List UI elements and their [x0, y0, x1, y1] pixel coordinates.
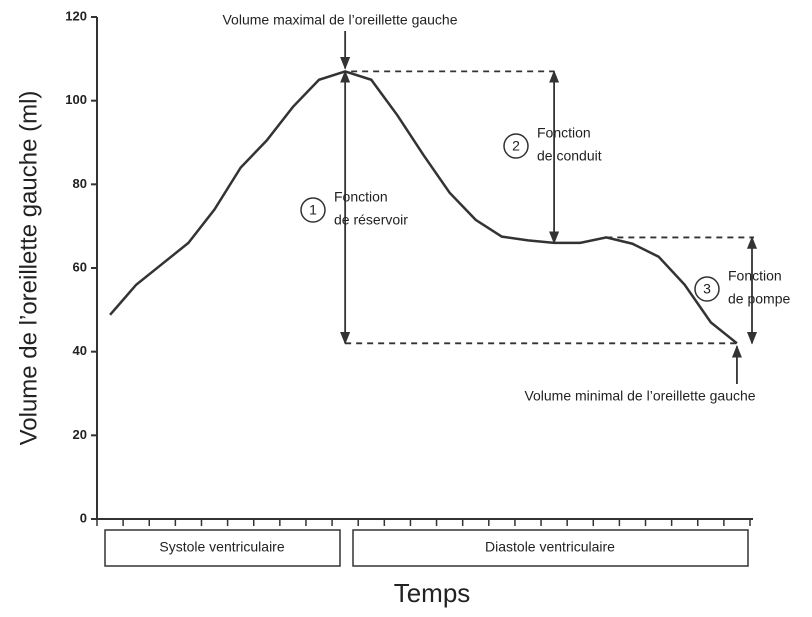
y-tick-label: 80: [73, 176, 87, 191]
phase-label: Systole ventriculaire: [159, 539, 284, 555]
function-badge: [694, 276, 720, 302]
function-label: de pompe: [728, 291, 790, 307]
function-badge: [300, 197, 326, 223]
phase-box: [352, 529, 749, 567]
function-label: Fonction: [334, 189, 388, 205]
y-tick-label: 0: [80, 510, 87, 525]
function-label: de réservoir: [334, 212, 408, 228]
phase-box: [104, 529, 341, 567]
function-label: de conduit: [537, 148, 602, 164]
function-badge: [503, 133, 529, 159]
y-tick-label: 40: [73, 343, 87, 358]
data-line: [109, 70, 738, 345]
y-axis-label: Volume de l’oreillette gauche (ml): [15, 91, 42, 446]
function-number: 2: [512, 138, 520, 154]
function-number: 3: [703, 281, 711, 297]
max-label: Volume maximal de l’oreillette gauche: [222, 12, 457, 28]
y-tick-label: 60: [73, 259, 87, 274]
function-label: Fonction: [537, 125, 591, 141]
min-label: Volume minimal de l’oreillette gauche: [524, 388, 755, 404]
x-axis-label: Temps: [394, 578, 471, 608]
phase-label: Diastole ventriculaire: [485, 539, 615, 555]
y-tick-label: 20: [73, 427, 87, 442]
function-label: Fonction: [728, 268, 782, 284]
y-tick-label: 100: [65, 92, 87, 107]
y-tick-label: 120: [65, 8, 87, 23]
function-number: 1: [309, 202, 317, 218]
